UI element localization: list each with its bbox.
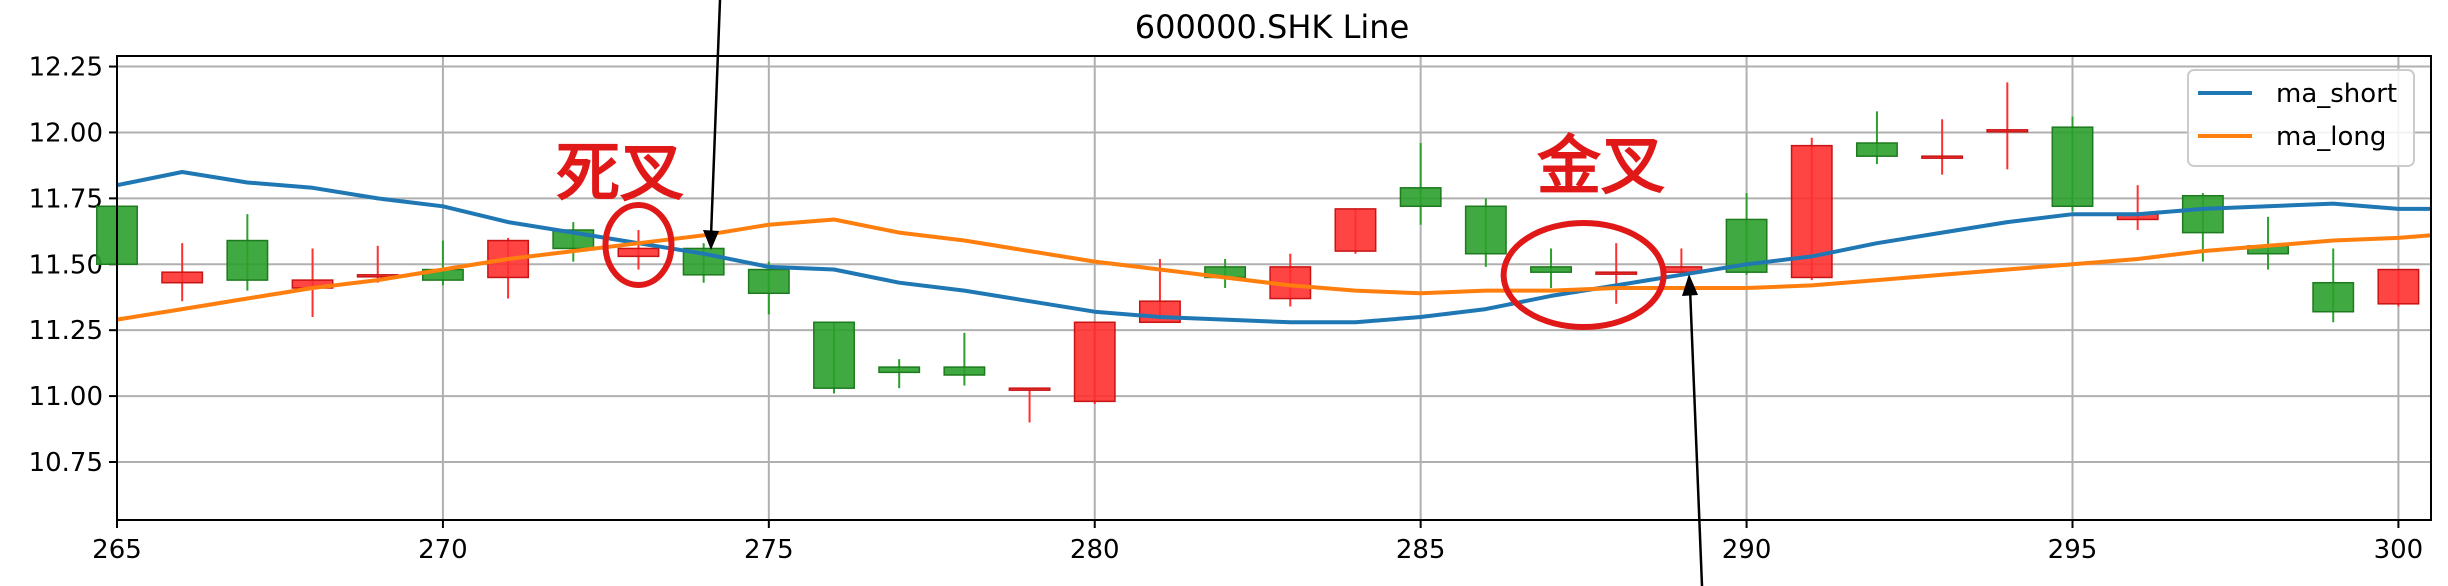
x-tick-label: 265 [92, 535, 142, 565]
x-tick-label: 290 [1722, 535, 1772, 565]
candle [161, 243, 204, 302]
golden-cross-circle [1500, 220, 1667, 330]
plot-frame [116, 55, 2432, 521]
candle [226, 214, 269, 291]
x-tick-label: 300 [2374, 535, 2424, 565]
y-tick-label: 11.50 [29, 250, 103, 280]
candle-body [617, 247, 660, 258]
golden-cross-arrowhead [1682, 274, 1698, 296]
candle-body [813, 321, 855, 389]
y-tick-label: 11.00 [29, 382, 103, 412]
candle-body [1530, 266, 1572, 273]
annotation-label: 死叉 [556, 137, 684, 211]
candle [1399, 143, 1442, 225]
candle [1660, 248, 1703, 273]
candle-body [878, 366, 921, 374]
candle [291, 248, 334, 317]
y-tick-label: 11.25 [29, 316, 103, 346]
candle-body [2051, 126, 2094, 208]
candle-body [226, 239, 269, 281]
candle [1921, 119, 1964, 175]
candle-body [1595, 271, 1638, 275]
candle [1530, 248, 1572, 288]
candle [617, 230, 660, 270]
candle [1855, 111, 1898, 165]
dead-cross-arrow [709, 0, 722, 237]
y-tick-label: 11.75 [29, 184, 103, 214]
candle [2312, 248, 2355, 323]
dead-cross-arrowhead [703, 230, 719, 250]
dead-cross-circle [602, 202, 675, 288]
y-tick-label: 12.00 [29, 118, 103, 148]
candle-body [1921, 155, 1964, 159]
annotation-label: 金叉 [1536, 130, 1665, 204]
candle [2377, 268, 2420, 307]
x-tick-label: 270 [418, 535, 468, 565]
candle-body [2312, 281, 2355, 313]
series-line-ma_short [116, 170, 2431, 325]
candle-body [943, 366, 986, 376]
candles [96, 82, 2420, 423]
candle [1986, 82, 2029, 170]
candle [682, 243, 725, 283]
candle [943, 332, 986, 386]
x-tick-label: 280 [1070, 535, 1120, 565]
candle-body [2377, 268, 2420, 305]
chart-title: 600000.SHK Line [1135, 8, 1410, 46]
candle [1334, 208, 1377, 254]
legend-label-ma_short: ma_short [2276, 79, 2397, 109]
candle [487, 237, 530, 299]
candle-body [1464, 205, 1507, 255]
candle-body [1073, 321, 1116, 403]
candle [2181, 193, 2224, 262]
candle [1464, 198, 1507, 267]
legend-label-ma_long: ma_long [2276, 122, 2386, 152]
candle [878, 359, 921, 389]
moving-average-lines [116, 170, 2432, 325]
candle-body [2181, 194, 2224, 234]
y-tick-label: 12.25 [29, 53, 103, 83]
candle [552, 222, 595, 262]
annotations: 死叉 金叉 [556, 0, 1704, 586]
y-axis: 10.75 11.00 11.25 11.50 11.75 12.00 12.25 [29, 53, 117, 478]
candle [2051, 116, 2094, 212]
candle [747, 261, 790, 315]
candle [1269, 253, 1312, 307]
candle [2116, 185, 2159, 230]
candle-body [1986, 129, 2029, 133]
candle [1008, 387, 1051, 423]
y-tick-label: 10.75 [29, 448, 103, 478]
golden-cross-arrow [1688, 287, 1704, 586]
x-tick-label: 285 [1396, 535, 1446, 565]
candle-body [161, 271, 204, 284]
candle-body [1008, 387, 1051, 391]
candle-body [1334, 208, 1377, 252]
x-tick-label: 295 [2048, 535, 2098, 565]
candle [1073, 321, 1116, 404]
candle-body [747, 268, 790, 295]
candle-body [1855, 142, 1898, 157]
legend: ma_short ma_long [2187, 69, 2415, 167]
x-tick-label: 275 [744, 535, 794, 565]
candle [813, 321, 855, 394]
candle [1595, 243, 1638, 304]
candle-body [1399, 187, 1442, 208]
series-line-ma_long [116, 217, 2432, 322]
x-axis: 265 270 275 280 285 290 295 300 [92, 520, 2423, 565]
candle [421, 240, 464, 286]
